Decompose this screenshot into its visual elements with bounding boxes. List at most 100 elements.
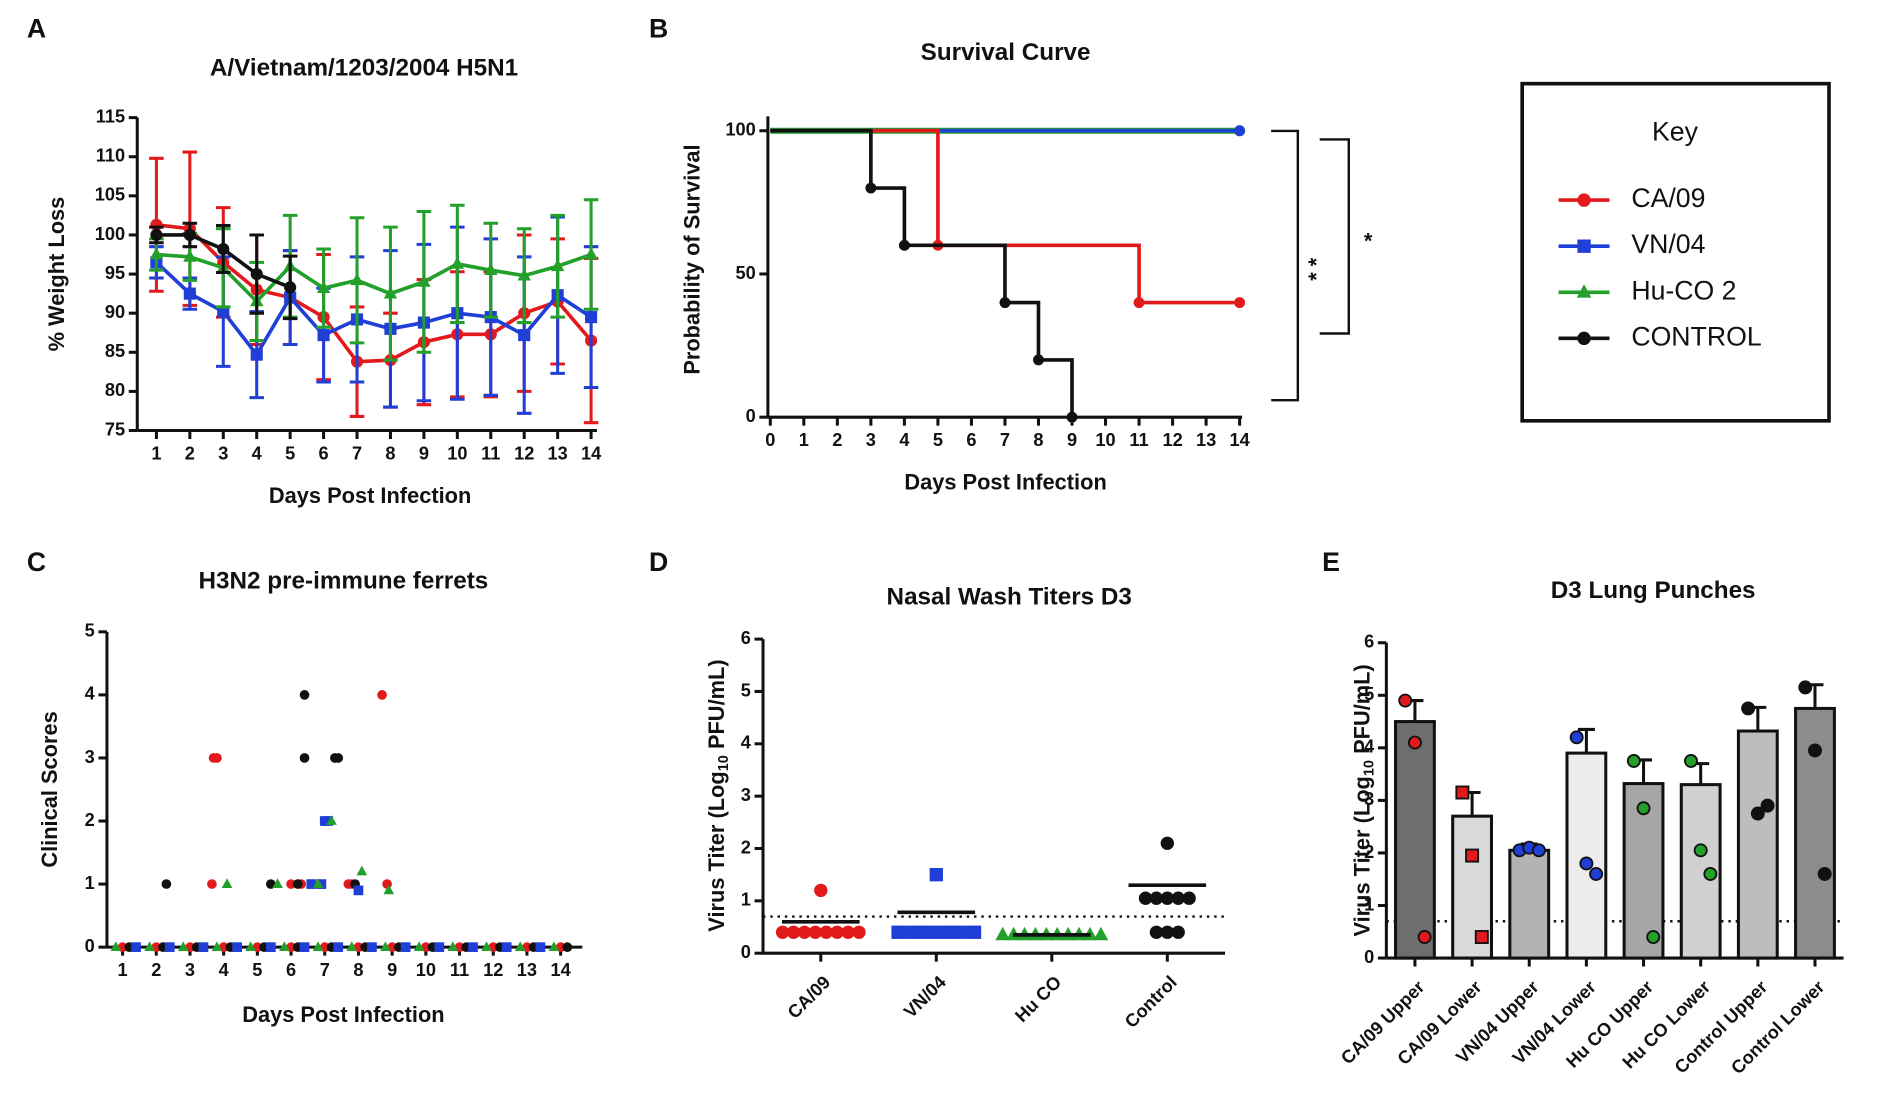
marker [312, 878, 324, 888]
marker [999, 297, 1011, 309]
x-tick-label: 13 [548, 444, 568, 464]
survival-line [770, 128, 1240, 305]
marker [1703, 866, 1718, 881]
annotation: * * [1304, 257, 1329, 281]
marker [484, 262, 498, 276]
y-tick-label: 50 [736, 263, 756, 283]
marker [1636, 801, 1651, 816]
marker [514, 941, 526, 952]
marker [929, 868, 943, 882]
marker [383, 286, 398, 299]
bar [1508, 848, 1551, 960]
marker [913, 925, 927, 939]
marker [852, 925, 866, 939]
marker [434, 942, 445, 952]
marker [1576, 284, 1592, 298]
marker [585, 311, 598, 324]
marker [317, 329, 330, 342]
y-tick-label: 75 [105, 419, 125, 439]
marker [1133, 297, 1145, 309]
marker [548, 941, 560, 952]
y-tick-label: 5 [1364, 684, 1374, 704]
marker [217, 242, 230, 256]
marker [292, 879, 303, 889]
x-tick-label: 14 [581, 444, 602, 464]
marker [1093, 926, 1109, 941]
y-tick-label: 1 [85, 873, 95, 893]
marker [447, 941, 459, 952]
x-axis-label: Days Post Infection [269, 483, 471, 508]
marker [1646, 930, 1661, 945]
marker [1465, 848, 1480, 863]
marker [353, 885, 364, 896]
y-tick-label: 3 [1364, 789, 1374, 809]
x-tick-label: 10 [416, 960, 436, 980]
marker [1750, 806, 1765, 821]
marker [1160, 836, 1174, 850]
y-axis-label-part: 10 [716, 755, 732, 771]
marker [316, 879, 327, 889]
x-tick-label: 10 [447, 444, 467, 464]
y-tick-label: 95 [105, 263, 125, 283]
marker [550, 258, 565, 272]
x-tick-label: 7 [352, 444, 362, 464]
marker [380, 941, 391, 952]
marker [1407, 735, 1422, 750]
chart-title: H3N2 pre-immune ferrets [199, 568, 489, 595]
marker [183, 228, 196, 242]
marker [865, 182, 877, 194]
y-tick-label: 5 [741, 680, 751, 700]
marker [898, 239, 910, 251]
y-tick-label: 105 [95, 185, 125, 205]
x-tick-label: 7 [1000, 430, 1010, 450]
y-axis-label: Virus Titer (Log10 PFU/mL) [1349, 664, 1377, 936]
bracket [1271, 129, 1300, 402]
marker [1798, 680, 1813, 695]
y-axis-label-part: PFU/mL) [704, 659, 729, 755]
panel-letter: E [1322, 547, 1340, 577]
marker [217, 305, 230, 318]
marker [1760, 798, 1775, 813]
bar [1794, 706, 1836, 960]
marker [468, 942, 478, 952]
marker [150, 228, 163, 242]
marker [413, 941, 425, 952]
y-tick-label: 115 [96, 106, 125, 126]
x-tick-label: 1 [151, 444, 161, 464]
marker [207, 879, 217, 889]
panel-letter: D [649, 547, 668, 577]
marker [518, 329, 531, 342]
marker [1693, 843, 1708, 858]
annotation: * [1364, 228, 1373, 253]
marker [1182, 891, 1196, 905]
marker [1149, 925, 1164, 939]
x-tick-label: 5 [285, 444, 295, 464]
marker [299, 690, 310, 700]
marker [830, 925, 844, 939]
x-tick-label: 10 [1095, 430, 1115, 450]
x-tick-label: 8 [385, 444, 395, 464]
marker [144, 941, 155, 952]
chart-title: A/Vietnam/1203/2004 H5N1 [210, 55, 518, 82]
y-tick-label: 3 [85, 747, 95, 767]
x-tick-label: 2 [151, 960, 161, 980]
marker [198, 942, 209, 952]
marker [562, 942, 573, 952]
marker [333, 753, 344, 763]
marker [902, 925, 916, 939]
x-axis-label: Days Post Infection [904, 470, 1106, 495]
x-tick-label: 6 [286, 960, 296, 980]
legend-label: Hu-CO 2 [1631, 275, 1736, 305]
marker [1398, 693, 1413, 708]
marker [786, 925, 801, 939]
marker [278, 941, 290, 952]
marker [450, 256, 465, 269]
x-tick-label: 12 [514, 444, 534, 464]
y-tick-label: 6 [1364, 632, 1374, 652]
marker [383, 884, 395, 895]
x-tick-label: 14 [1230, 430, 1251, 450]
marker [286, 879, 296, 889]
y-axis-label: % Weight Loss [44, 197, 69, 352]
marker [110, 941, 122, 952]
